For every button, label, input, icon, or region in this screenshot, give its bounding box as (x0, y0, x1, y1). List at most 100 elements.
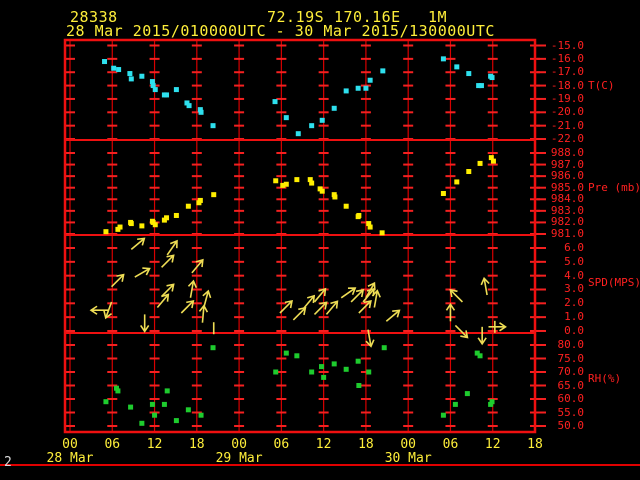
panel-label-relative-humidity: RH(%) (588, 371, 622, 385)
temperature-point (139, 73, 145, 79)
wind-arrow (445, 302, 456, 322)
relative-humidity-point (474, 350, 480, 356)
pressure-point (152, 222, 158, 228)
temperature-point (367, 77, 373, 83)
relative-humidity-point (355, 358, 361, 364)
y-tick-label: 984.0 (550, 192, 584, 206)
pressure-point (164, 215, 170, 221)
y-tick-label: 65.0 (557, 378, 585, 392)
pressure-point (139, 223, 145, 229)
temperature-point (173, 87, 179, 93)
y-tick-label: 80.0 (557, 338, 585, 351)
y-tick-label: 60.0 (557, 392, 585, 405)
wind-arrow (371, 289, 381, 308)
station-longitude: 170.16E (334, 8, 401, 26)
hour-label: 06 (442, 437, 459, 452)
y-tick-label: -21.0 (550, 118, 584, 132)
relative-humidity-point (283, 350, 289, 356)
relative-humidity-point (319, 364, 325, 370)
wind-arrow (454, 324, 469, 339)
hour-label: 18 (358, 437, 374, 452)
wind-arrow (477, 326, 487, 346)
bottom-divider (0, 464, 640, 466)
relative-humidity-point (210, 345, 216, 351)
hour-label: 12 (146, 437, 163, 452)
relative-humidity-point (185, 407, 191, 413)
y-tick-label: 987.0 (550, 157, 584, 171)
pressure-point (356, 212, 362, 218)
y-tick-label: 70.0 (557, 365, 585, 378)
hour-label: 18 (527, 437, 543, 452)
pressure-point (367, 224, 373, 230)
relative-humidity-point (198, 412, 204, 418)
wind-arrow (358, 299, 372, 314)
temperature-point (210, 123, 216, 129)
temperature-point (295, 131, 301, 137)
pressure-point (454, 179, 460, 185)
y-tick-label: 986.0 (550, 169, 584, 183)
relative-humidity-point (294, 353, 300, 359)
hour-label: 00 (62, 437, 78, 452)
panel-label-temperature: T(C) (588, 78, 615, 92)
temperature-point (363, 85, 369, 91)
wind-arrow (313, 301, 328, 315)
wind-arrow (134, 267, 151, 278)
pressure-point (366, 221, 372, 227)
y-tick-label: 1.0 (564, 310, 584, 324)
wind-arrow (292, 306, 307, 321)
wind-arrow (340, 287, 357, 299)
y-tick-label: 985.0 (550, 180, 584, 194)
pressure-point (343, 203, 349, 209)
relative-humidity-point (489, 399, 495, 405)
temperature-point (164, 92, 170, 98)
pressure-point (173, 212, 179, 218)
station-elevation: 1M (428, 8, 448, 26)
wind-arrow (365, 281, 376, 299)
relative-humidity-point (488, 401, 494, 407)
temperature-point (184, 100, 190, 106)
temperature-point (343, 88, 349, 94)
wind-arrow (140, 314, 150, 333)
temperature-point (380, 68, 386, 74)
relative-humidity-point (161, 401, 167, 407)
y-tick-label: 75.0 (557, 351, 585, 365)
wind-arrow (350, 288, 365, 303)
relative-humidity-point (273, 369, 279, 375)
y-tick-label: -18.0 (550, 78, 584, 92)
y-tick-label: 0.0 (564, 323, 584, 337)
relative-humidity-point (164, 388, 170, 394)
pressure-point (466, 169, 472, 175)
pressure-point (332, 194, 338, 200)
pressure-point (273, 178, 279, 184)
pressure-point (197, 197, 203, 203)
wind-arrow (161, 283, 175, 297)
y-tick-label: -19.0 (550, 91, 584, 105)
wind-arrow (365, 329, 375, 348)
temperature-point (319, 117, 325, 123)
temperature-point (152, 87, 158, 93)
pressure-point (488, 155, 494, 161)
wind-arrow (111, 273, 125, 288)
relative-humidity-point (128, 404, 134, 410)
temperature-point (478, 83, 484, 89)
y-tick-label: -15.0 (550, 38, 584, 52)
wind-arrow (313, 287, 327, 303)
pressure-point (294, 177, 300, 183)
y-tick-label: 3.0 (564, 282, 584, 296)
y-tick-label: 50.0 (557, 419, 585, 432)
y-tick-label: 988.0 (550, 146, 584, 159)
relative-humidity-point (331, 361, 337, 367)
relative-humidity-point (440, 412, 446, 418)
relative-humidity-point (114, 385, 119, 391)
wind-arrow (187, 279, 198, 298)
pressure-point (280, 182, 286, 188)
pressure-point (490, 158, 496, 164)
y-tick-label: -22.0 (550, 132, 584, 146)
temperature-point (116, 67, 122, 73)
hour-label: 12 (484, 437, 501, 452)
wind-arrow (130, 237, 146, 250)
temperature-point (476, 83, 482, 89)
pressure-point (283, 181, 289, 187)
temperature-point (150, 83, 156, 89)
